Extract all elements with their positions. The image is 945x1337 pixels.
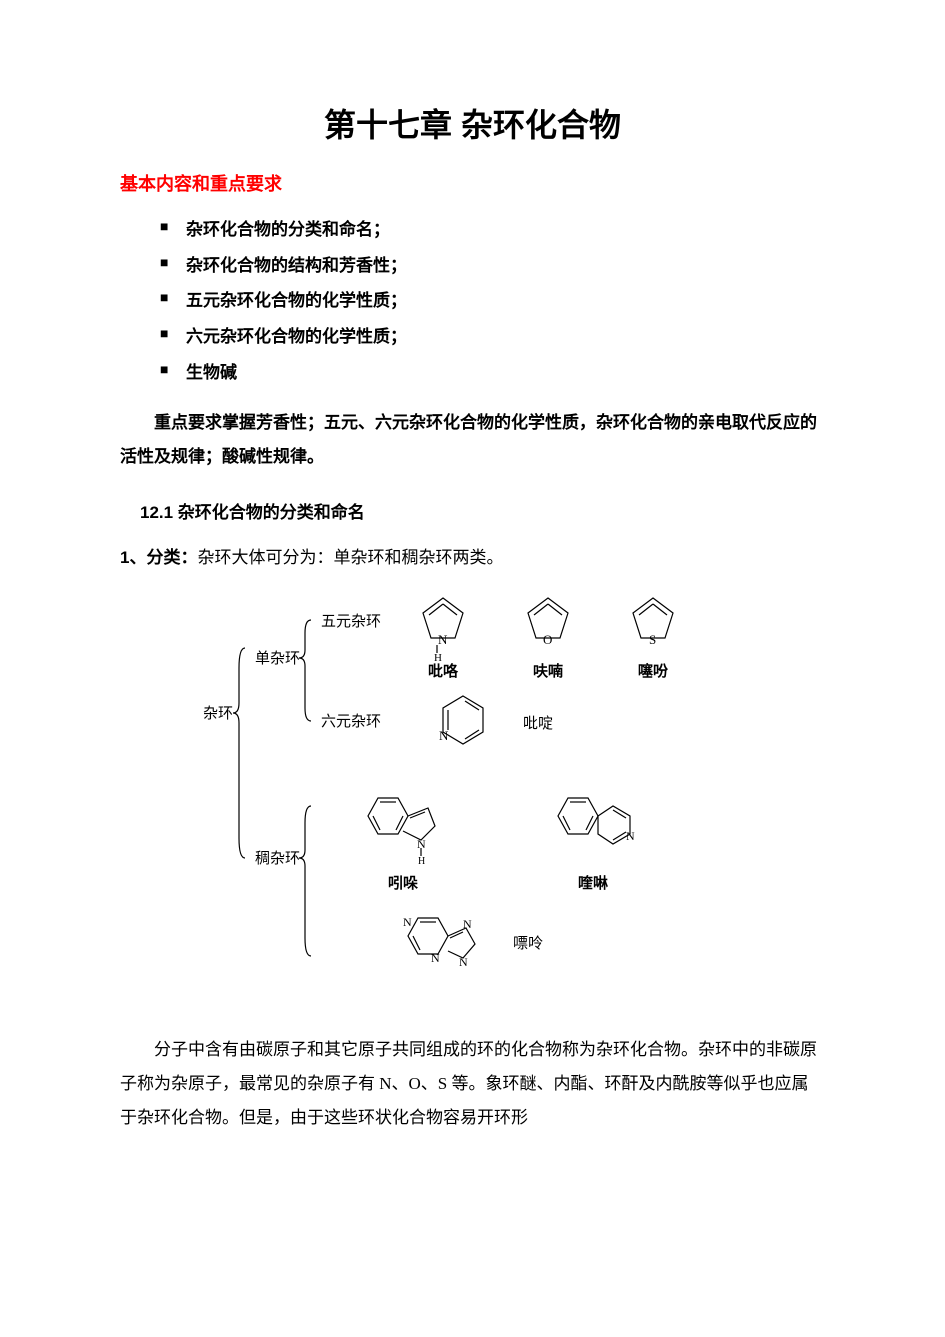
pyrrole-label: 吡咯 <box>428 662 459 680</box>
svg-text:N: N <box>439 728 449 743</box>
svg-text:N: N <box>403 915 412 929</box>
diagram-row5-label: 五元杂环 <box>321 613 381 630</box>
thiophene-label: 噻吩 <box>638 662 668 680</box>
closing-paragraph: 分子中含有由碳原子和其它原子共同组成的环的化合物称为杂环化合物。杂环中的非碳原子… <box>120 1033 825 1135</box>
furan-icon: O <box>528 598 568 647</box>
svg-text:N: N <box>463 917 472 931</box>
pyridine-icon: N <box>439 696 483 744</box>
bullet-item: 六元杂环化合物的化学性质； <box>160 319 825 355</box>
classify-rest: 杂环大体可分为：单杂环和稠杂环两类。 <box>197 548 503 567</box>
furan-label: 呋喃 <box>533 662 563 680</box>
classify-line: 1、分类：杂环大体可分为：单杂环和稠杂环两类。 <box>120 543 825 568</box>
svg-text:N: N <box>431 951 440 965</box>
bullet-item: 生物碱 <box>160 355 825 391</box>
diagram-branch-fused: 稠杂环 <box>255 850 300 867</box>
bullet-item: 杂环化合物的结构和芳香性； <box>160 248 825 284</box>
purine-icon: N N N N <box>403 915 475 969</box>
emphasis-paragraph: 重点要求掌握芳香性；五元、六元杂环化合物的化学性质，杂环化合物的亲电取代反应的活… <box>120 406 825 474</box>
purine-label: 嘌呤 <box>513 935 543 952</box>
indole-icon: N H <box>368 798 435 867</box>
section-12-1-heading: 12.1 杂环化合物的分类和命名 <box>140 498 825 523</box>
svg-text:S: S <box>649 632 656 647</box>
quinoline-icon: N <box>558 798 635 844</box>
svg-text:H: H <box>434 652 442 664</box>
pyrrole-icon: N H <box>423 598 463 664</box>
pyridine-label: 吡啶 <box>523 715 553 732</box>
classify-lead: 1、分类： <box>120 548 197 567</box>
quinoline-label: 喹啉 <box>578 874 608 892</box>
diagram-branch-simple: 单杂环 <box>255 650 300 667</box>
svg-text:N: N <box>626 829 635 843</box>
thiophene-icon: S <box>633 598 673 647</box>
section-red-heading: 基本内容和重点要求 <box>120 170 825 196</box>
svg-text:N: N <box>438 632 448 647</box>
document-page: 第十七章 杂环化合物 基本内容和重点要求 杂环化合物的分类和命名； 杂环化合物的… <box>0 0 945 1337</box>
bullet-list: 杂环化合物的分类和命名； 杂环化合物的结构和芳香性； 五元杂环化合物的化学性质；… <box>160 212 825 390</box>
diagram-root-label: 杂环 <box>203 705 233 722</box>
indole-label: 吲哚 <box>388 875 419 892</box>
classification-diagram: 杂环 单杂环 五元杂环 N H <box>193 588 753 1003</box>
bullet-item: 杂环化合物的分类和命名； <box>160 212 825 248</box>
bullet-item: 五元杂环化合物的化学性质； <box>160 283 825 319</box>
chapter-title: 第十七章 杂环化合物 <box>120 100 825 146</box>
svg-text:O: O <box>543 632 552 647</box>
svg-text:H: H <box>418 856 425 867</box>
diagram-row6-label: 六元杂环 <box>321 713 381 730</box>
svg-text:N: N <box>459 955 468 969</box>
